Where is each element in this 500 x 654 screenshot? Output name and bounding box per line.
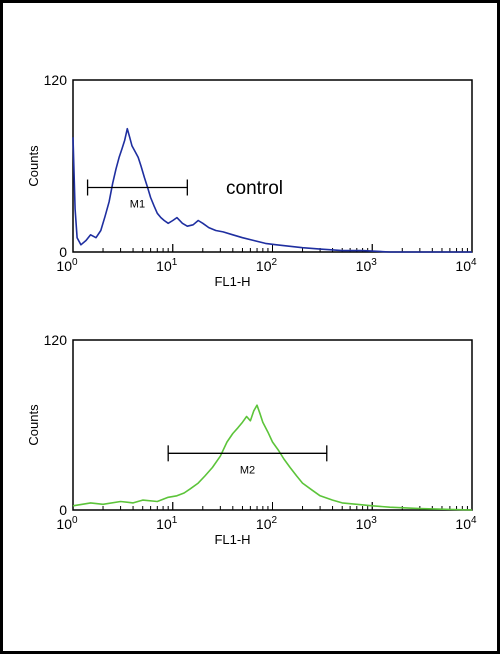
panel2-y-tick-label: 0 [59, 502, 67, 518]
panel1-chart: 100 101 102 103 104 0 120 FL1-H Counts M1 control [26, 72, 477, 289]
panel2-gate-marker: M2 [167, 445, 328, 476]
panel1-annotation-label: control [226, 178, 283, 199]
panel2-x-tick-label: 104 [455, 515, 477, 532]
panel1-x-tick-label: 104 [455, 257, 477, 274]
panel2-x-axis-title: FL1-H [214, 532, 250, 547]
panel1-x-tick-label: 102 [256, 257, 278, 274]
panel1-x-tick-label: 101 [156, 257, 178, 274]
panel1-y-tick-label: 0 [59, 244, 67, 260]
panel2-x-tick-label: 103 [356, 515, 378, 532]
panel1-y-axis-title: Counts [26, 145, 41, 187]
panel1-gate-marker: M1 [86, 179, 188, 211]
panel2-y-tick-label: 120 [44, 332, 68, 348]
panel1-x-tick-label: 100 [56, 257, 78, 274]
panel1-x-tick-label: 103 [356, 257, 378, 274]
panel1-plot-frame [72, 79, 473, 253]
panel2-x-tick-label: 102 [256, 515, 278, 532]
panel1-x-axis-title: FL1-H [214, 274, 250, 289]
panel2-chart: 100 101 102 103 104 0 120 FL1-H Counts M2 [26, 332, 477, 547]
panel2-y-axis-title: Counts [26, 404, 41, 446]
panel2-plot-frame [72, 339, 473, 511]
panel1-y-tick-label: 120 [44, 72, 68, 88]
panel1-gate-marker-label: M1 [130, 199, 145, 211]
panel2-histogram-trace [72, 404, 473, 511]
panel1-histogram-trace [72, 127, 472, 253]
panel2-x-tick-label: 101 [156, 515, 178, 532]
panel2-gate-marker-label: M2 [240, 464, 255, 476]
panel2-x-tick-label: 100 [56, 515, 78, 532]
